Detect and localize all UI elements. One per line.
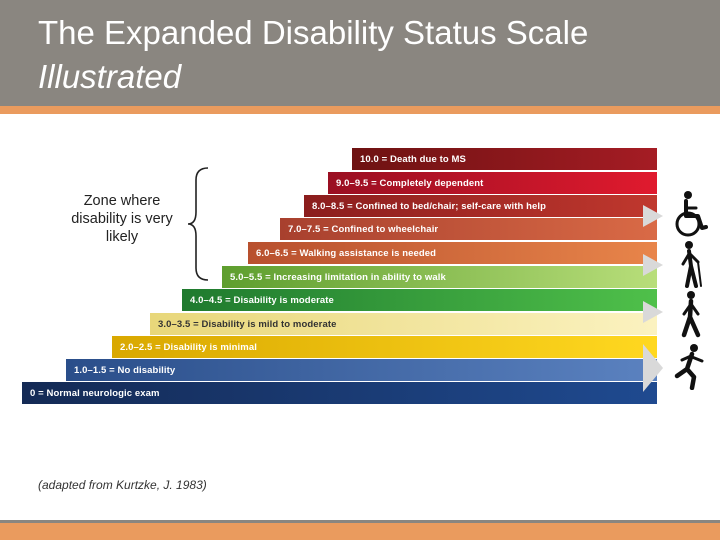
scale-bar-10: 10.0 = Death due to MS (352, 148, 657, 170)
scale-bar-7: 7.0–7.5 = Confined to wheelchair (280, 218, 657, 240)
scale-bar-4: 4.0–4.5 = Disability is moderate (182, 289, 657, 311)
scale-bar-1: 1.0–1.5 = No disability (66, 359, 657, 381)
scale-bar-6: 6.0–6.5 = Walking assistance is needed (248, 242, 657, 264)
arrow-pointer-walking (643, 301, 663, 323)
header-band (0, 0, 720, 106)
zone-label: Zone where disability is very likely (71, 193, 173, 245)
page-title: The Expanded Disability Status Scale (38, 14, 589, 51)
page-subtitle: Illustrated (38, 58, 182, 95)
scale-bar-5: 5.0–5.5 = Increasing limitation in abili… (222, 266, 657, 288)
arrow-pointer-running (643, 344, 663, 392)
scale-bar-2: 2.0–2.5 = Disability is minimal (112, 336, 657, 358)
running-person-icon (674, 344, 704, 390)
arrow-pointer-wheelchair (643, 205, 663, 227)
citation: (adapted from Kurtzke, J. 1983) (38, 478, 207, 492)
scale-bar-9: 9.0–9.5 = Completely dependent (328, 172, 657, 194)
arrow-pointer-cane (643, 254, 663, 276)
cane-walker-icon (681, 241, 702, 288)
header-accent-stripe (0, 106, 720, 114)
wheelchair-icon (675, 191, 708, 237)
curly-brace (187, 167, 209, 281)
scale-bar-0: 0 = Normal neurologic exam (22, 382, 657, 404)
scale-bar-8: 8.0–8.5 = Confined to bed/chair; self-ca… (304, 195, 657, 217)
scale-bar-3: 3.0–3.5 = Disability is mild to moderate (150, 313, 657, 335)
footer-accent-stripe (0, 520, 720, 540)
walking-person-icon (681, 291, 701, 338)
